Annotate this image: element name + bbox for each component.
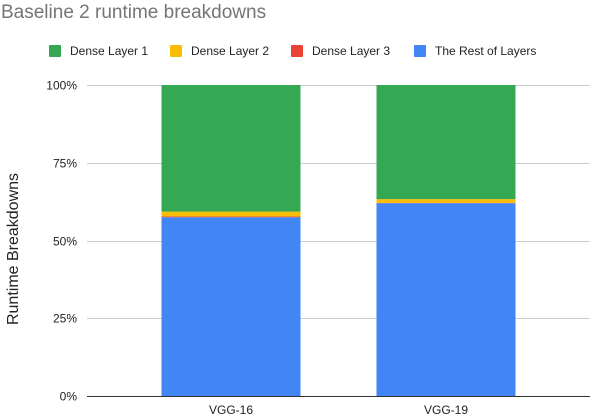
y-axis-label: Runtime Breakdowns (5, 173, 22, 325)
legend-label: Dense Layer 1 (70, 44, 149, 58)
bar-segment-dense-layer-1[interactable] (376, 85, 516, 200)
y-tick-label: 75% (53, 157, 77, 171)
legend-item-rest-of-layers[interactable]: The Rest of Layers (414, 40, 536, 62)
axes: 0% 25% 50% 75% 100% VGG-16 VGG-19 (46, 79, 590, 417)
x-tick-label: VGG-19 (424, 403, 468, 417)
legend-item-dense-layer-3[interactable]: Dense Layer 3 (291, 40, 390, 62)
y-tick-label: 100% (46, 79, 77, 93)
x-tick-label: VGG-16 (209, 403, 253, 417)
legend-swatch-green (49, 45, 61, 57)
legend-swatch-red (291, 45, 303, 57)
legend-label: Dense Layer 2 (191, 44, 270, 58)
y-tick-label: 0% (60, 390, 78, 404)
y-tick-label: 50% (53, 235, 77, 249)
bar-segment-the-rest-of-layers[interactable] (161, 217, 301, 396)
bar-segment-dense-layer-1[interactable] (161, 85, 301, 212)
legend: Dense Layer 1 Dense Layer 2 Dense Layer … (0, 40, 592, 62)
bar-segment-dense-layer-2[interactable] (376, 199, 516, 203)
legend-item-dense-layer-2[interactable]: Dense Layer 2 (170, 40, 269, 62)
chart-title: Baseline 2 runtime breakdowns (1, 2, 267, 23)
bar-segment-dense-layer-3[interactable] (161, 216, 301, 218)
legend-swatch-yellow (170, 45, 182, 57)
legend-item-dense-layer-1[interactable]: Dense Layer 1 (49, 40, 148, 62)
legend-swatch-blue (414, 45, 426, 57)
legend-label: Dense Layer 3 (312, 44, 391, 58)
bars (161, 85, 516, 396)
legend-label: The Rest of Layers (435, 44, 537, 58)
y-tick-label: 25% (53, 312, 77, 326)
bar-segment-the-rest-of-layers[interactable] (376, 203, 516, 396)
bar-segment-dense-layer-2[interactable] (161, 211, 301, 217)
